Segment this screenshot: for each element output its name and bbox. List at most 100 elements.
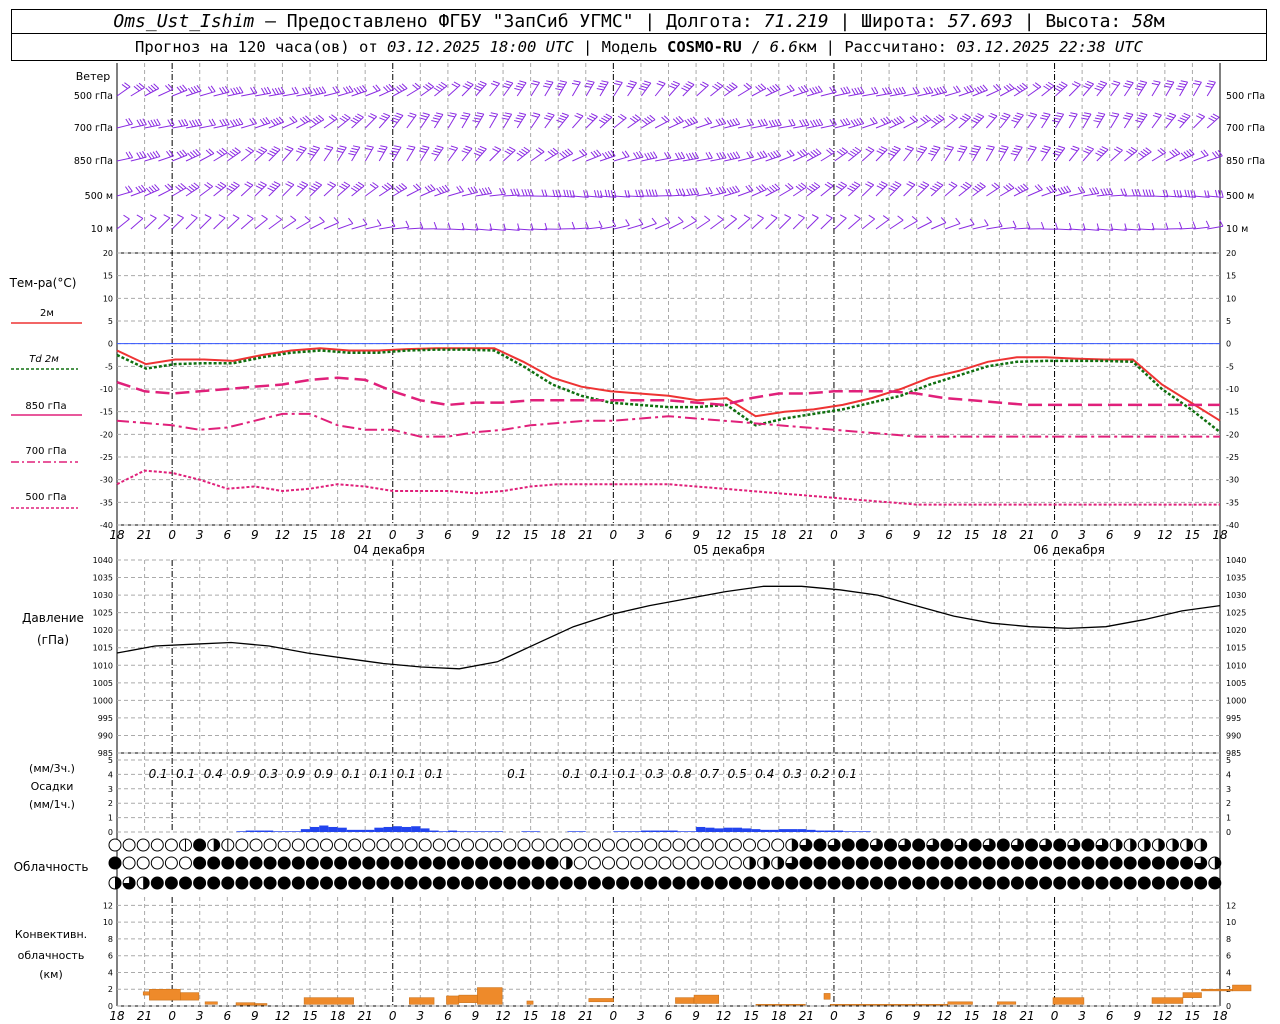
- wind-barb-flag: [638, 87, 646, 91]
- wind-barb-flag: [839, 149, 846, 154]
- wind-barb-flag: [663, 115, 670, 121]
- wind-barb: [710, 85, 724, 97]
- wind-barb: [820, 185, 834, 197]
- wind-barb-flag: [683, 85, 691, 90]
- wind-barb-flag: [1219, 219, 1224, 227]
- wind-barb: [337, 147, 347, 162]
- wind-barb: [365, 89, 381, 97]
- wind-barb-flag: [271, 88, 277, 96]
- wind-barb: [227, 185, 240, 197]
- wind-barb-flag: [182, 84, 188, 91]
- y-tick-label-left: -10: [100, 385, 113, 394]
- cloud-symbol: [1067, 876, 1081, 890]
- cloud-symbol: [235, 856, 249, 870]
- wind-barb-flag: [805, 118, 810, 126]
- cloud-symbol: [1053, 838, 1067, 852]
- wind-barb-flag: [472, 120, 480, 123]
- y-tick-label-left: 6: [108, 952, 113, 961]
- wind-barb-flag: [810, 151, 817, 157]
- wind-barb-flag: [955, 85, 961, 92]
- wind-barb-flag: [946, 145, 954, 148]
- wind-barb-flag: [449, 112, 457, 115]
- wind-barb: [461, 228, 478, 231]
- wind-barb-flag: [771, 119, 776, 127]
- wind-barb-flag: [274, 87, 280, 95]
- y-tick-label-right: 1005: [1226, 679, 1246, 688]
- wind-barb-flag: [1154, 112, 1162, 116]
- x-tick-label: 21: [799, 528, 814, 542]
- wind-barb-flag: [926, 216, 933, 223]
- wind-barb: [475, 83, 487, 97]
- wind-barb: [116, 190, 133, 197]
- wind-barb-flag: [217, 183, 224, 189]
- wind-barb-flag: [1134, 189, 1138, 196]
- wind-barb-flag: [1089, 187, 1094, 195]
- resolution-unit: км: [797, 38, 817, 56]
- wind-barb-flag: [177, 184, 184, 190]
- wind-barb: [489, 228, 506, 231]
- wind-barb-flag: [590, 151, 596, 158]
- cloud-symbol: [1123, 856, 1137, 870]
- wind-barb: [668, 194, 685, 197]
- wind-barb-flag: [998, 219, 1003, 227]
- wind-barb-flag: [150, 84, 157, 91]
- wind-barb-flag: [974, 185, 981, 191]
- wind-barb-flag: [601, 117, 608, 122]
- wind-barb-flag: [891, 148, 899, 152]
- wind-barb-flag: [1029, 112, 1037, 116]
- y-tick-label-left: 0: [108, 828, 113, 837]
- wind-barb: [627, 223, 644, 230]
- wind-barb: [1013, 188, 1029, 197]
- wind-barb-flag: [513, 188, 517, 196]
- wind-barb-flag: [355, 183, 362, 189]
- wind-barb: [751, 88, 767, 97]
- cloud-symbol: [108, 856, 122, 870]
- wind-barb-flag: [479, 80, 487, 85]
- cloud-symbol: [1151, 856, 1165, 870]
- cloud-symbol: [390, 856, 404, 870]
- cloud-symbol: [1081, 838, 1095, 852]
- y-tick-label-left: -40: [100, 521, 113, 530]
- wind-barb: [1027, 147, 1037, 162]
- wind-barb: [1041, 190, 1057, 197]
- wind-barb-flag: [547, 150, 554, 157]
- precip-3h-label: 0.9: [286, 767, 305, 781]
- wind-barb-flag: [757, 119, 763, 127]
- wind-barb-flag: [1022, 183, 1029, 190]
- x-tick-label: 15: [964, 528, 979, 542]
- wind-barb-flag: [364, 147, 373, 151]
- wind-barb-flag: [876, 150, 884, 155]
- wind-barb-flag: [270, 119, 276, 126]
- wind-barb-flag: [350, 187, 358, 193]
- conv-cloud-bar: [409, 997, 435, 1005]
- wind-barb-flag: [788, 119, 793, 126]
- wind-barb-flag: [761, 184, 767, 190]
- wind-barb-flag: [1165, 117, 1173, 121]
- precip-bar: [273, 831, 283, 832]
- cloud-symbol: [1166, 856, 1179, 870]
- wind-barb-flag: [450, 145, 458, 149]
- precip-bar: [769, 829, 779, 832]
- wind-level-label-right: 850 гПа: [1226, 156, 1265, 167]
- wind-barb-flag: [218, 214, 226, 219]
- wind-barb: [475, 113, 485, 129]
- cloud-symbol: [531, 838, 545, 852]
- wind-barb: [834, 123, 851, 129]
- wind-barb-flag: [661, 116, 668, 123]
- cloud-symbol: [672, 876, 686, 890]
- wind-barb-flag: [233, 87, 238, 95]
- wind-barb: [751, 217, 764, 230]
- conv-cloud-bar: [303, 997, 354, 1005]
- wind-barb-flag: [763, 118, 768, 126]
- cloud-symbol: [164, 876, 178, 890]
- wind-barb-flag: [635, 189, 639, 197]
- wind-barb-flag: [1097, 150, 1105, 155]
- wind-barb-flag: [1056, 85, 1064, 90]
- wind-barb-flag: [1113, 148, 1121, 153]
- wind-barb-flag: [694, 151, 699, 159]
- wind-barb-flag: [652, 151, 658, 158]
- cloud-symbol: [390, 876, 404, 890]
- wind-barb-flag: [262, 117, 268, 125]
- y-tick-label-left: 1030: [93, 591, 113, 600]
- wind-barb-flag: [920, 117, 927, 124]
